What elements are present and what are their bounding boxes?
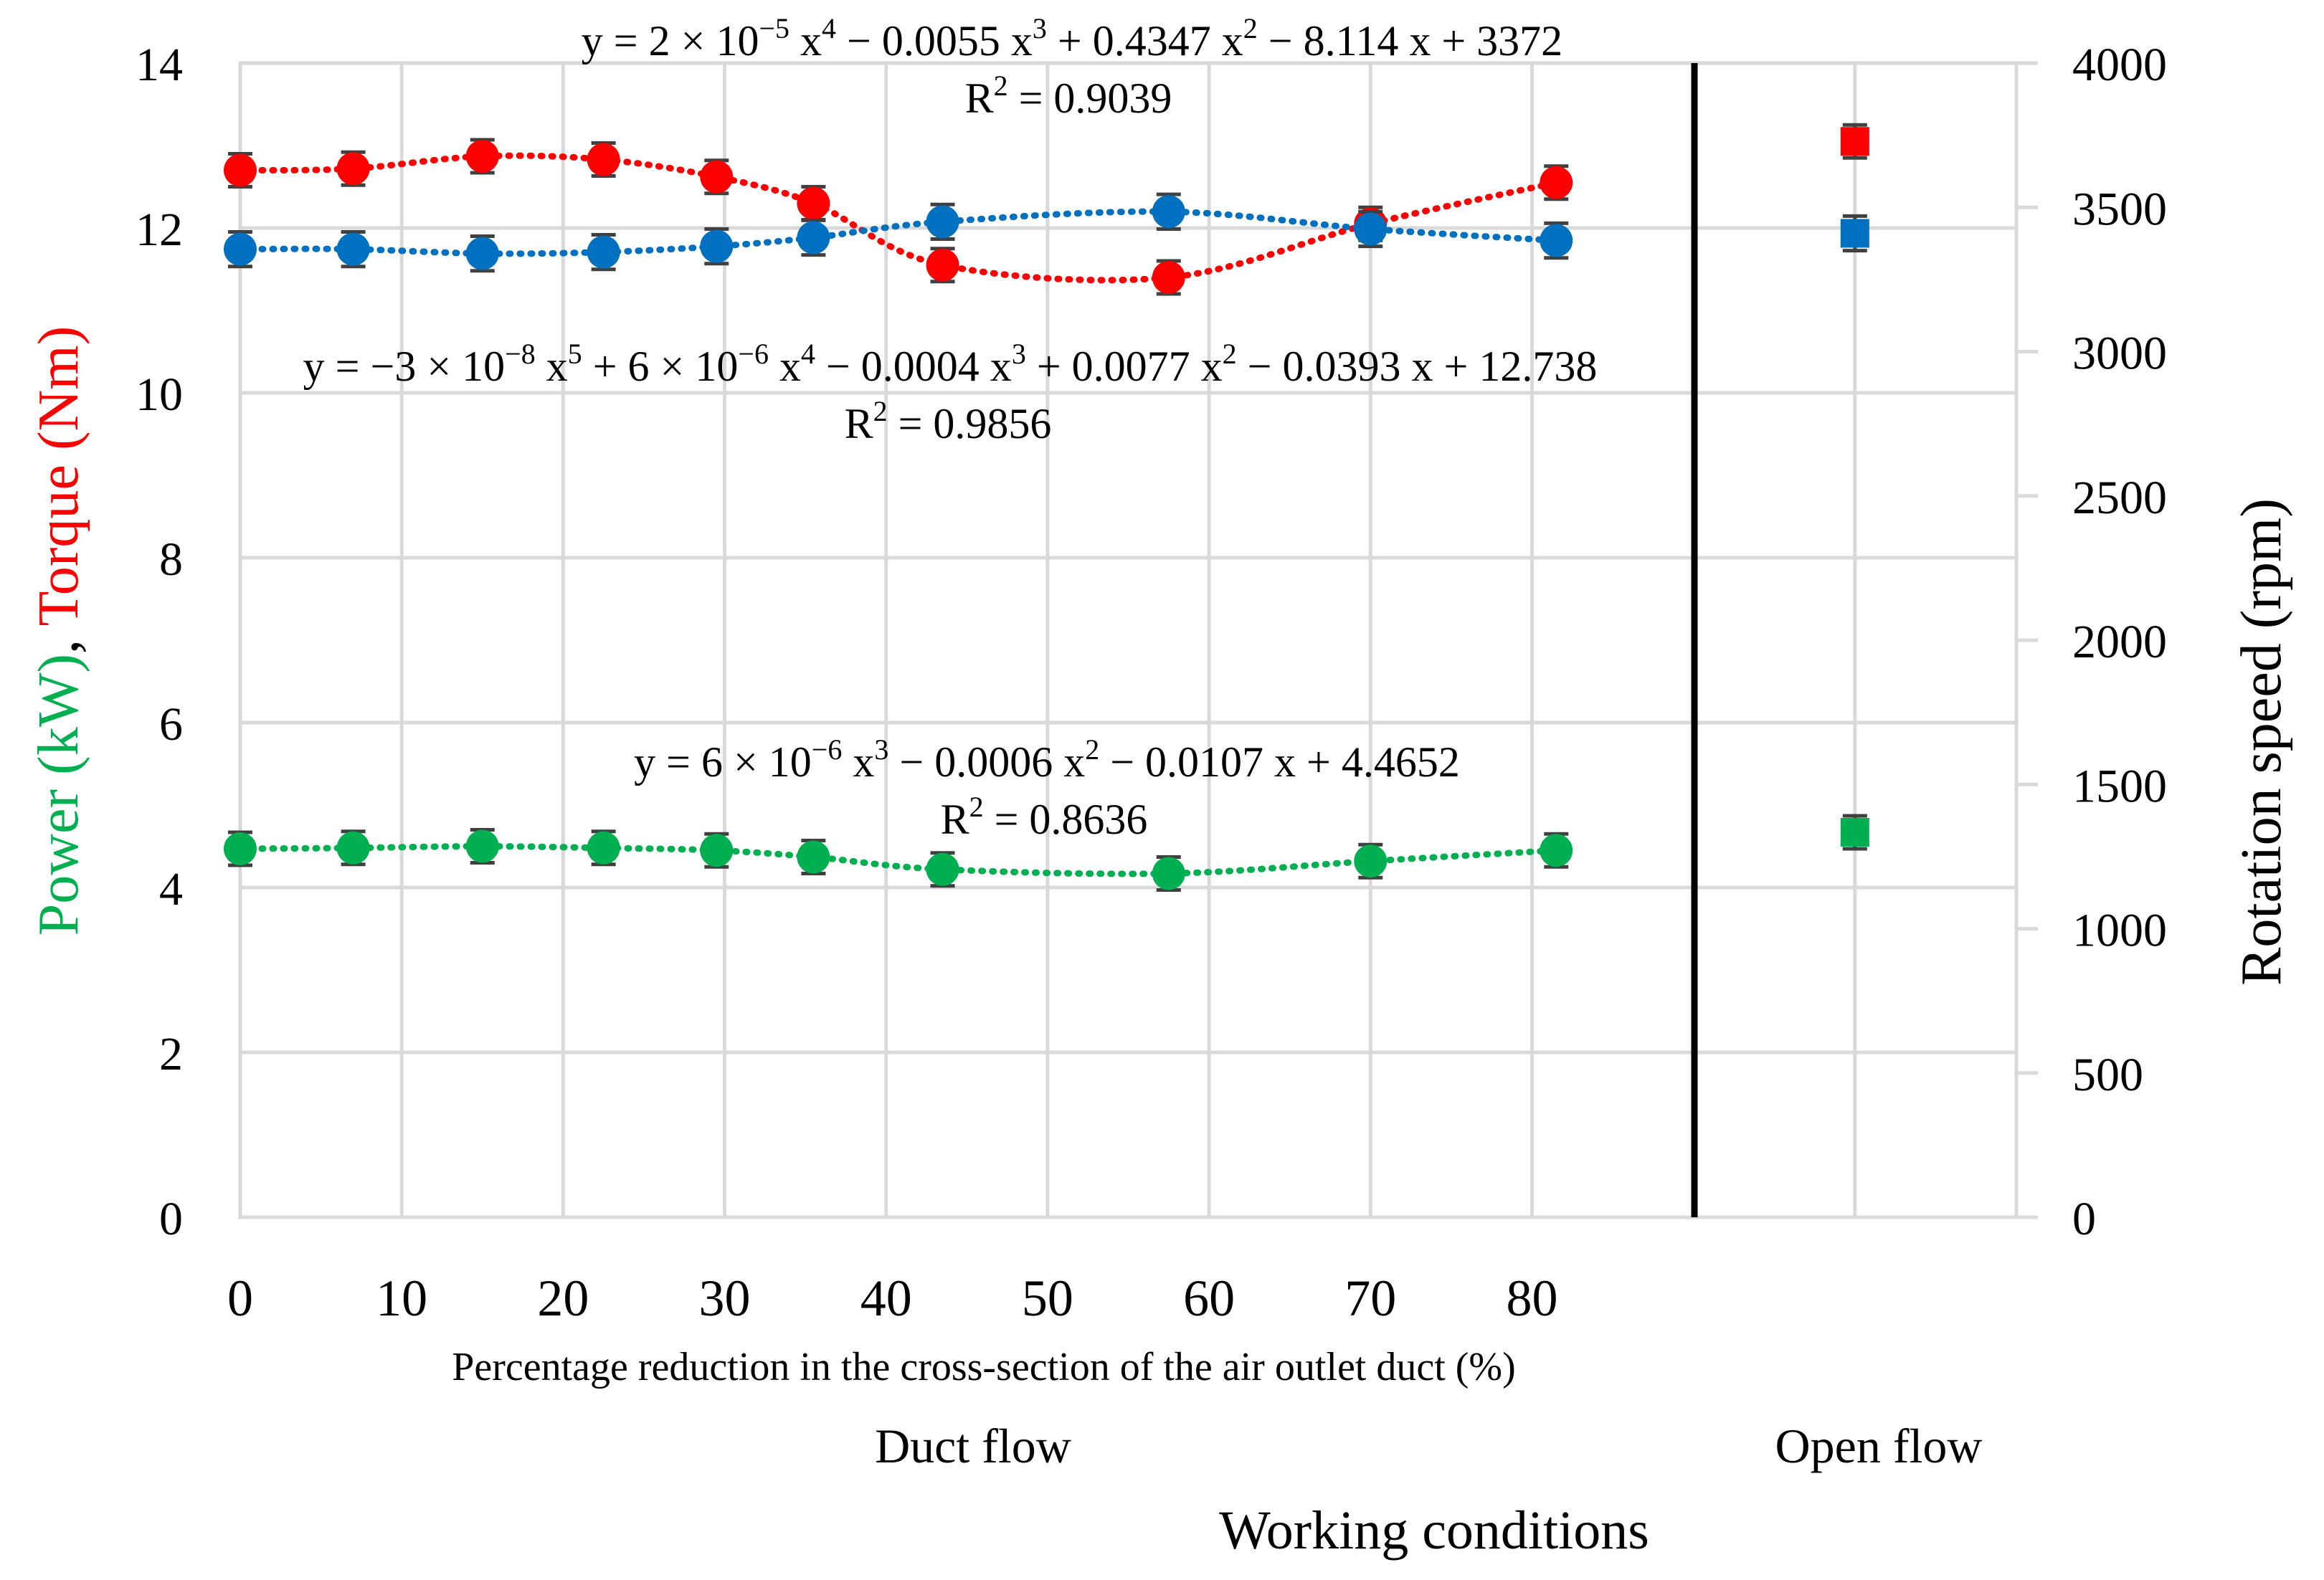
data-point (700, 229, 734, 263)
series-layer (224, 123, 1869, 892)
left-tick-label: 2 (159, 1028, 183, 1080)
left-axis-label: Power (kW), Torque (Nm) (27, 326, 90, 936)
left-tick-label: 12 (136, 204, 183, 256)
left-tick-label: 4 (159, 863, 183, 915)
x-axis-ticks: 0 10 20 30 40 50 60 70 80 (227, 1270, 1557, 1327)
torque-r2: R2 = 0.9856 (845, 395, 1052, 447)
right-tick-label: 4000 (2072, 39, 2167, 91)
speed-equation: y = 2 × 10−5 x4 − 0.0055 x3 + 0.4347 x2 … (582, 12, 1562, 65)
x-tick-label: 70 (1344, 1270, 1396, 1327)
data-point (465, 829, 499, 863)
data-point (465, 139, 499, 173)
data-point (336, 152, 370, 186)
right-tick-label: 2500 (2072, 472, 2167, 524)
data-point (797, 186, 830, 220)
power-equation: y = 6 × 10−6 x3 − 0.0006 x2 − 0.0107 x +… (634, 733, 1460, 786)
data-point (1152, 261, 1185, 294)
right-tick-label: 500 (2072, 1049, 2143, 1101)
x-tick-label: 10 (376, 1270, 427, 1327)
right-tick-label: 1000 (2072, 905, 2167, 957)
data-point (587, 143, 620, 176)
x-tick-label: 30 (699, 1270, 751, 1327)
data-point (224, 153, 257, 187)
right-tick-label: 3500 (2072, 183, 2167, 235)
data-point (700, 160, 734, 194)
x-tick-label: 50 (1022, 1270, 1073, 1327)
duct-flow-label: Duct flow (875, 1419, 1071, 1473)
x-tick-label: 20 (537, 1270, 589, 1327)
series-rotation (224, 192, 1869, 273)
data-point (1354, 844, 1388, 878)
data-point (1354, 212, 1388, 246)
right-tick-label: 0 (2072, 1193, 2096, 1245)
right-axis-ticks: 0 500 1000 1500 2000 2500 3000 3500 4000 (2016, 39, 2167, 1245)
left-tick-label: 10 (136, 368, 183, 421)
speed-r2: R2 = 0.9039 (965, 70, 1172, 122)
left-tick-label: 14 (136, 39, 183, 91)
data-point (587, 831, 620, 865)
torque-equation: y = −3 × 10−8 x5 + 6 × 10−6 x4 − 0.0004 … (303, 338, 1598, 390)
x-tick-label: 0 (227, 1270, 253, 1327)
right-tick-label: 1500 (2072, 760, 2167, 812)
right-tick-label: 3000 (2072, 328, 2167, 380)
data-point (336, 232, 370, 266)
open-flow-point (1840, 817, 1869, 847)
right-tick-label: 2000 (2072, 616, 2167, 668)
plot-frame (238, 61, 2019, 1219)
data-point (1540, 224, 1573, 257)
x-tick-label: 40 (860, 1270, 912, 1327)
grid (240, 61, 2016, 1219)
open-flow-label: Open flow (1775, 1419, 1983, 1473)
power-r2: R2 = 0.8636 (941, 791, 1148, 843)
data-point (587, 235, 620, 269)
working-conditions-label: Working conditions (1219, 1500, 1649, 1561)
data-point (1540, 834, 1573, 867)
open-flow-point (1840, 219, 1869, 248)
open-flow-point (1840, 127, 1869, 156)
data-point (1152, 195, 1185, 229)
data-point (700, 834, 734, 867)
left-axis-ticks: 0 2 4 6 8 10 12 14 (136, 39, 183, 1245)
x-tick-label: 80 (1506, 1270, 1557, 1327)
x-axis-label: Percentage reduction in the cross-sectio… (452, 1345, 1515, 1389)
data-point (224, 232, 257, 266)
data-point (926, 205, 959, 239)
x-tick-label: 60 (1183, 1270, 1235, 1327)
data-point (1152, 857, 1185, 890)
left-tick-label: 6 (159, 698, 183, 751)
right-axis-label: Rotation speed (rpm) (2230, 498, 2293, 986)
data-point (926, 248, 959, 282)
left-tick-label: 0 (159, 1193, 183, 1245)
data-point (797, 840, 830, 874)
left-tick-label: 8 (159, 533, 183, 586)
data-point (465, 237, 499, 270)
series-power (224, 814, 1869, 892)
data-point (1540, 166, 1573, 199)
data-point (926, 852, 959, 886)
data-point (224, 832, 257, 865)
data-point (336, 831, 370, 865)
data-point (797, 221, 830, 254)
